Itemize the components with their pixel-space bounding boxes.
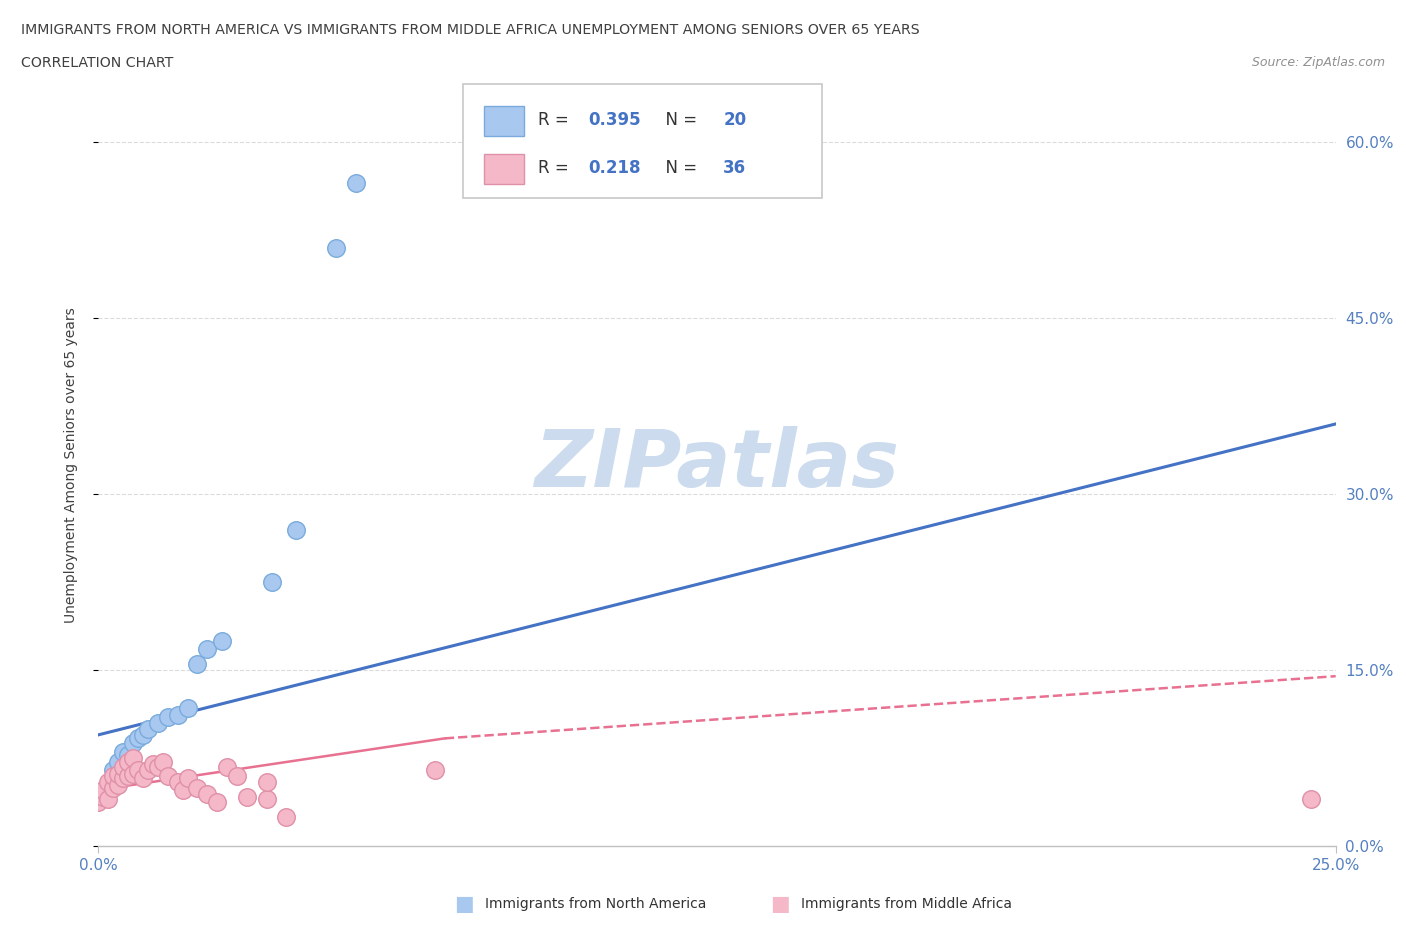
Point: [156, 768, 179, 783]
Text: R =: R =: [537, 111, 574, 128]
Point: [97, 780, 120, 795]
Point: [117, 754, 139, 769]
Point: [87, 794, 110, 809]
Point: [103, 763, 125, 777]
Point: [344, 176, 367, 191]
Point: [93, 790, 115, 804]
Point: [186, 657, 208, 671]
Point: [107, 754, 129, 769]
Point: [176, 771, 198, 786]
Text: ■: ■: [454, 894, 474, 914]
Point: [127, 763, 149, 777]
Point: [256, 775, 278, 790]
Point: [146, 716, 169, 731]
Text: N =: N =: [655, 111, 703, 128]
Point: [103, 768, 125, 783]
Point: [127, 731, 149, 746]
Text: Source: ZipAtlas.com: Source: ZipAtlas.com: [1251, 56, 1385, 69]
Point: [117, 748, 139, 763]
Text: Immigrants from Middle Africa: Immigrants from Middle Africa: [801, 897, 1012, 911]
Point: [122, 766, 145, 781]
Point: [112, 759, 135, 774]
Point: [93, 782, 115, 797]
Point: [122, 736, 145, 751]
FancyBboxPatch shape: [485, 106, 524, 137]
Point: [122, 751, 145, 765]
Point: [423, 763, 446, 777]
Point: [226, 768, 249, 783]
Point: [217, 759, 239, 774]
Text: IMMIGRANTS FROM NORTH AMERICA VS IMMIGRANTS FROM MIDDLE AFRICA UNEMPLOYMENT AMON: IMMIGRANTS FROM NORTH AMERICA VS IMMIGRA…: [21, 23, 920, 37]
Text: 36: 36: [723, 159, 747, 177]
Point: [285, 522, 308, 537]
Point: [211, 633, 233, 648]
Point: [107, 777, 129, 792]
FancyBboxPatch shape: [485, 153, 524, 184]
Point: [186, 780, 208, 795]
Point: [132, 727, 155, 742]
Point: [117, 768, 139, 783]
Point: [236, 790, 259, 804]
Point: [136, 763, 159, 777]
Point: [276, 809, 298, 824]
Point: [97, 792, 120, 807]
Point: [136, 722, 159, 737]
Text: R =: R =: [537, 159, 574, 177]
Point: [256, 792, 278, 807]
Point: [112, 771, 135, 786]
Point: [260, 575, 283, 590]
Point: [172, 782, 194, 797]
Point: [152, 754, 174, 769]
Point: [166, 708, 188, 723]
Point: [97, 775, 120, 790]
FancyBboxPatch shape: [464, 84, 823, 198]
Point: [132, 771, 155, 786]
Text: N =: N =: [655, 159, 703, 177]
Point: [146, 759, 169, 774]
Point: [166, 775, 188, 790]
Point: [325, 241, 347, 256]
Text: ZIPatlas: ZIPatlas: [534, 426, 900, 504]
Text: 0.218: 0.218: [588, 159, 641, 177]
Text: 20: 20: [723, 111, 747, 128]
Text: 0.395: 0.395: [588, 111, 641, 128]
Point: [107, 766, 129, 781]
Point: [205, 794, 228, 809]
Text: Immigrants from North America: Immigrants from North America: [485, 897, 706, 911]
Point: [103, 780, 125, 795]
Text: ■: ■: [770, 894, 790, 914]
Point: [195, 642, 218, 657]
Y-axis label: Unemployment Among Seniors over 65 years: Unemployment Among Seniors over 65 years: [63, 307, 77, 623]
Point: [195, 786, 218, 801]
Point: [142, 757, 165, 772]
Point: [1299, 792, 1322, 807]
Point: [176, 700, 198, 715]
Point: [112, 745, 135, 760]
Text: CORRELATION CHART: CORRELATION CHART: [21, 56, 173, 70]
Point: [156, 710, 179, 724]
